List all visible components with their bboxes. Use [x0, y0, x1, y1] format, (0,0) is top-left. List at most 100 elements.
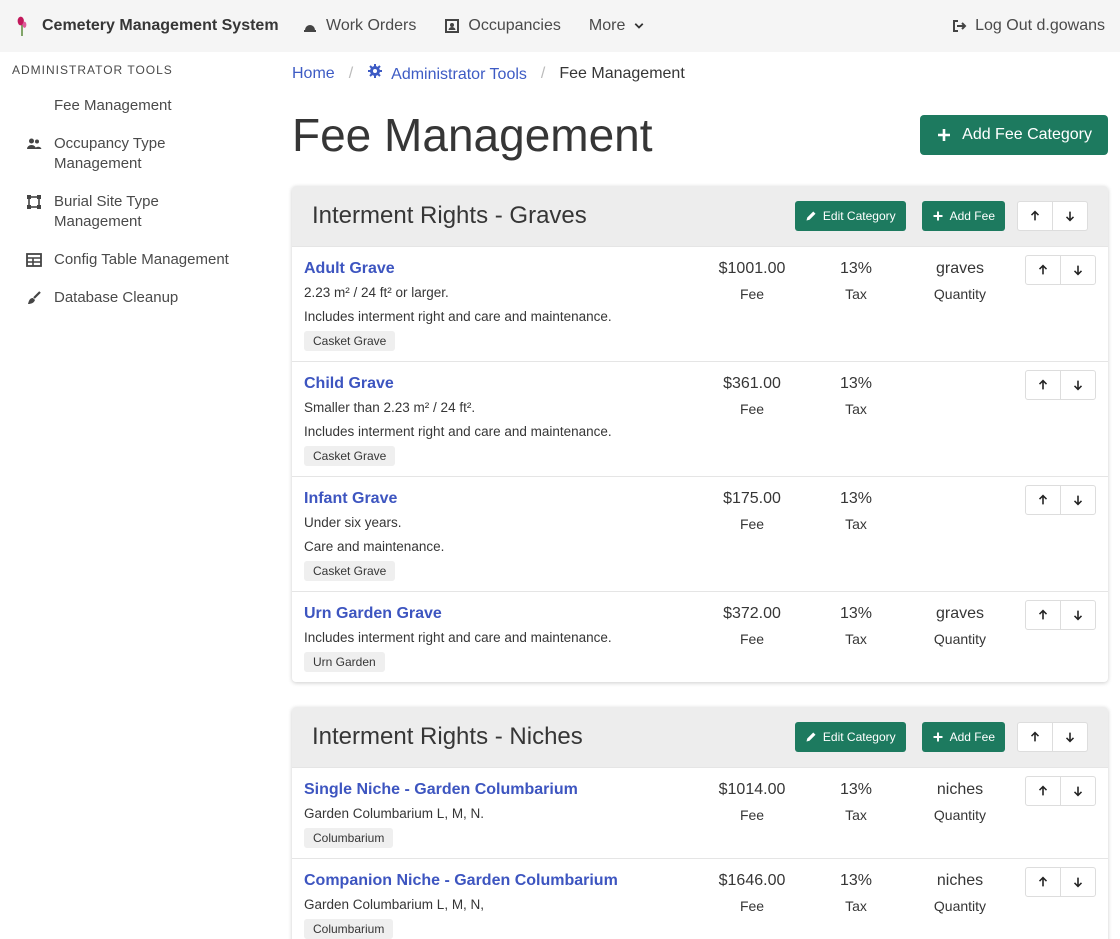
- sidebar-item[interactable]: Fee Management: [12, 87, 268, 125]
- nav-item-label: Occupancies: [468, 17, 561, 35]
- fee-quantity-value: niches: [905, 871, 1015, 891]
- move-down-button[interactable]: [1052, 201, 1088, 231]
- move-buttons: [1017, 201, 1088, 231]
- fee-quantity: gravesQuantity: [905, 604, 1015, 649]
- navbar: Cemetery Management SystemWork Orders Occ…: [0, 0, 1120, 52]
- fee-quantity: gravesQuantity: [905, 259, 1015, 304]
- fee-tax: 13%Tax: [801, 871, 911, 916]
- move-up-button[interactable]: [1025, 776, 1061, 806]
- move-up-button[interactable]: [1025, 867, 1061, 897]
- move-up-button[interactable]: [1025, 600, 1061, 630]
- fee-quantity: nichesQuantity: [905, 871, 1015, 916]
- sidebar-item[interactable]: Config Table Management: [12, 241, 268, 279]
- breadcrumb: Home/Administrator Tools/Fee Management: [292, 63, 685, 84]
- edit-category-button[interactable]: Edit Category: [795, 201, 906, 231]
- fee-amount: $361.00Fee: [697, 374, 807, 419]
- fee-quantity-label: Quantity: [905, 805, 1015, 825]
- move-buttons: [1025, 867, 1096, 897]
- add-fee-button[interactable]: Add Fee: [922, 722, 1005, 752]
- fee-amount-label: Fee: [697, 896, 807, 916]
- move-down-button[interactable]: [1060, 485, 1096, 515]
- move-down-button[interactable]: [1060, 370, 1096, 400]
- logout-label: Log Out d.gowans: [975, 17, 1105, 35]
- icon: [24, 194, 44, 210]
- fee-tax-value: 13%: [801, 604, 911, 624]
- icon: [1036, 493, 1050, 507]
- icon: [1036, 378, 1050, 392]
- fee-quantity-label: Quantity: [905, 284, 1015, 304]
- nav-item[interactable]: Occupancies: [444, 17, 561, 35]
- icon: [1036, 263, 1050, 277]
- sidebar-item-label: Fee Management: [54, 96, 172, 116]
- move-up-button[interactable]: [1017, 201, 1053, 231]
- category-header: Interment Rights - GravesEdit CategoryAd…: [292, 186, 1108, 246]
- fee-category: Interment Rights - NichesEdit CategoryAd…: [292, 707, 1108, 939]
- move-down-button[interactable]: [1060, 776, 1096, 806]
- brand[interactable]: Cemetery Management System: [12, 12, 302, 40]
- fee-amount-value: $372.00: [697, 604, 807, 624]
- nav-item-label: More: [589, 17, 625, 35]
- move-up-button[interactable]: [1025, 255, 1061, 285]
- breadcrumb-item[interactable]: Administrator Tools: [367, 63, 527, 84]
- icon: [932, 731, 944, 743]
- icon: [1071, 784, 1085, 798]
- button-label: Add Fee Category: [962, 126, 1092, 144]
- icon: [24, 252, 44, 268]
- fee-row: Single Niche - Garden ColumbariumGarden …: [292, 767, 1108, 858]
- icon: [12, 12, 32, 40]
- move-down-button[interactable]: [1060, 600, 1096, 630]
- nav-item[interactable]: Work Orders: [302, 17, 416, 35]
- fee-row: Adult Grave2.23 m² / 24 ft² or larger.In…: [292, 246, 1108, 361]
- fee-description: Includes interment right and care and ma…: [304, 420, 1096, 444]
- icon: [951, 18, 967, 34]
- fee-amount-label: Fee: [697, 629, 807, 649]
- icon: [24, 290, 44, 306]
- fee-amount-label: Fee: [697, 399, 807, 419]
- move-down-button[interactable]: [1060, 255, 1096, 285]
- sidebar-item[interactable]: Burial Site Type Management: [12, 183, 268, 241]
- icon: [1071, 493, 1085, 507]
- breadcrumb-item: Fee Management: [559, 65, 684, 83]
- move-buttons: [1025, 255, 1096, 285]
- icon: [24, 98, 44, 114]
- move-down-button[interactable]: [1052, 722, 1088, 752]
- breadcrumb-item[interactable]: Home: [292, 65, 335, 83]
- fee-amount: $1014.00Fee: [697, 780, 807, 825]
- logout[interactable]: Log Out d.gowans: [951, 0, 1105, 52]
- add-fee-category-button[interactable]: Add Fee Category: [920, 115, 1108, 155]
- fee-tag: Columbarium: [304, 919, 393, 939]
- page-title: Fee Management: [292, 108, 653, 162]
- icon: [1063, 730, 1077, 744]
- icon: [302, 18, 318, 34]
- fee-tax-label: Tax: [801, 629, 911, 649]
- icon: [1071, 263, 1085, 277]
- move-up-button[interactable]: [1025, 485, 1061, 515]
- button-label: Edit Category: [823, 730, 896, 744]
- category-header: Interment Rights - NichesEdit CategoryAd…: [292, 707, 1108, 767]
- sidebar-item[interactable]: Database Cleanup: [12, 279, 268, 317]
- fee-amount: $372.00 Fee: [697, 604, 807, 649]
- add-fee-button[interactable]: Add Fee: [922, 201, 1005, 231]
- fee-tax-value: 13%: [801, 489, 911, 509]
- sidebar-item-label: Burial Site Type Management: [54, 192, 244, 232]
- edit-category-button[interactable]: Edit Category: [795, 722, 906, 752]
- fee-tax: 13% Tax: [801, 604, 911, 649]
- move-down-button[interactable]: [1060, 867, 1096, 897]
- fee-tax: 13%Tax: [801, 489, 911, 534]
- nav-item[interactable]: More: [589, 17, 645, 35]
- fee-tag: Casket Grave: [304, 446, 395, 466]
- fee-quantity-value: niches: [905, 780, 1015, 800]
- breadcrumb-label: Home: [292, 65, 335, 82]
- button-label: Add Fee: [950, 730, 995, 744]
- move-up-button[interactable]: [1025, 370, 1061, 400]
- move-up-button[interactable]: [1017, 722, 1053, 752]
- fee-description: Includes interment right and care and ma…: [304, 305, 1096, 329]
- sidebar-item[interactable]: Occupancy Type Management: [12, 125, 268, 183]
- fee-category: Interment Rights - GravesEdit CategoryAd…: [292, 186, 1108, 682]
- fee-quantity: niches Quantity: [905, 780, 1015, 825]
- fee-tag: Columbarium: [304, 828, 393, 848]
- icon: [936, 127, 952, 143]
- fee-tax-value: 13%: [801, 259, 911, 279]
